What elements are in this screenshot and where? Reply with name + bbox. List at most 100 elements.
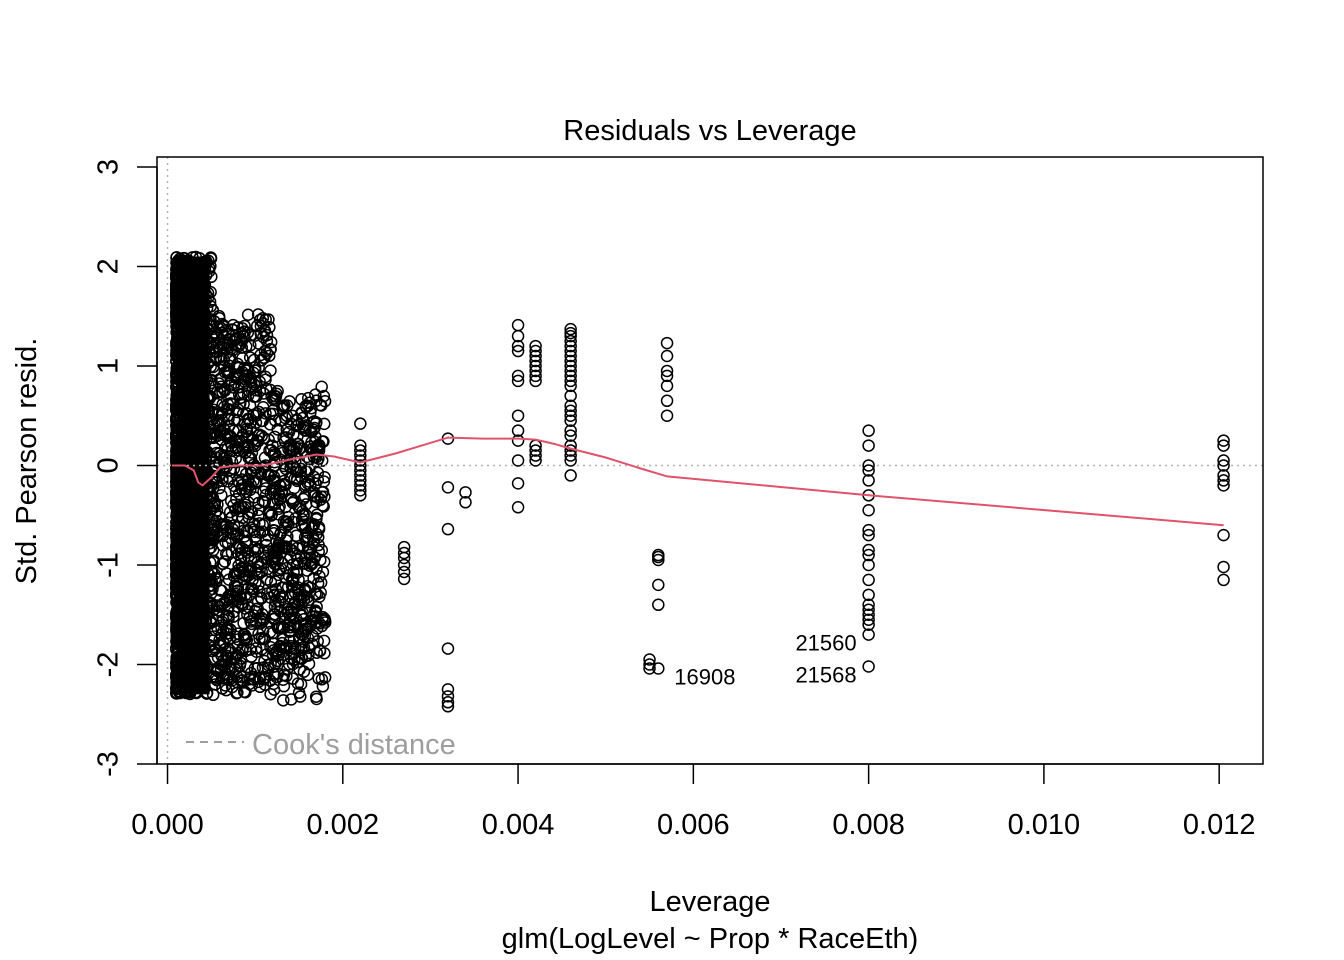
y-tick-label: 3 (93, 159, 125, 175)
residual-point (660, 379, 674, 393)
residual-point (862, 504, 875, 517)
x-tick-label: 0.010 (1008, 809, 1081, 841)
residual-point (652, 550, 665, 564)
dense-point (258, 460, 271, 474)
dense-point (269, 447, 282, 461)
dense-point (295, 643, 308, 657)
dense-point (276, 590, 289, 604)
residual-point (862, 628, 875, 641)
residual-point (529, 349, 542, 363)
residual-point (862, 558, 875, 572)
residual-point (862, 543, 875, 557)
dense-point (308, 489, 321, 503)
residual-point (511, 329, 525, 343)
dense-point (224, 373, 238, 386)
residual-point (354, 449, 367, 462)
residual-point (354, 479, 367, 492)
dense-point (244, 521, 258, 535)
dense-point (228, 663, 242, 676)
y-tick-label: 1 (93, 358, 125, 374)
dense-point (263, 506, 277, 520)
dense-point (240, 633, 254, 647)
residual-point (643, 662, 656, 675)
dense-point (291, 655, 305, 669)
residual-point (862, 474, 875, 487)
dense-point (297, 492, 310, 506)
residual-point (354, 464, 367, 477)
residual-point (529, 354, 542, 368)
dense-point (257, 613, 271, 626)
dense-point (259, 407, 272, 420)
y-axis-title: Std. Pearson resid. (11, 338, 43, 585)
residual-point (397, 558, 411, 572)
dense-point (293, 663, 306, 676)
dense-point (230, 492, 243, 506)
dense-point (216, 658, 230, 671)
dense-point (230, 405, 244, 419)
dense-point (315, 619, 329, 633)
residual-point (564, 454, 577, 467)
dense-point (272, 594, 285, 608)
dense-point (310, 646, 323, 659)
dense-point (293, 631, 306, 644)
dense-point (226, 522, 239, 536)
residual-point (862, 548, 875, 562)
dense-point (254, 591, 268, 604)
dense-point (298, 490, 312, 503)
dense-point (309, 430, 322, 444)
dense-point (277, 694, 290, 707)
dense-point (256, 317, 270, 330)
dense-point (227, 569, 241, 583)
point-label: 21560 (795, 631, 856, 656)
dense-point (311, 439, 324, 452)
residual-point (564, 449, 577, 462)
dense-point (313, 570, 326, 583)
dense-point (239, 340, 253, 353)
dense-point (290, 419, 303, 433)
point-labels: 16908 21560 21568 (674, 631, 856, 690)
residual-point (660, 364, 674, 378)
dense-point (303, 543, 317, 556)
dense-point (268, 608, 282, 621)
residual-point (529, 339, 542, 353)
residual-point (441, 522, 455, 536)
dense-point (215, 448, 229, 462)
dense-point (305, 615, 318, 629)
dense-point (276, 399, 289, 413)
dense-point (301, 391, 315, 405)
dense-point (229, 630, 243, 643)
dense-point (242, 480, 256, 493)
residual-point (441, 481, 455, 494)
dense-point (236, 428, 250, 442)
dense-point (314, 576, 328, 589)
dense-point (241, 660, 254, 674)
residual-point (564, 429, 577, 442)
dense-point (249, 390, 263, 403)
dense-point (212, 407, 225, 421)
residual-point (862, 608, 875, 621)
y-tick-label: 0 (93, 457, 125, 473)
dense-point (268, 668, 281, 681)
x-tick-label: 0.008 (832, 809, 905, 841)
dense-point (223, 419, 236, 432)
residual-point (1217, 454, 1230, 467)
residual-point (511, 454, 525, 467)
x-axis: 0.000 0.002 0.004 0.006 0.008 0.010 0.012 (131, 763, 1255, 841)
dense-point (290, 472, 304, 486)
residual-point (564, 359, 577, 373)
dense-point (223, 631, 237, 645)
dense-point (257, 551, 271, 564)
dense-point (298, 584, 311, 598)
residual-point (564, 469, 577, 482)
dense-point (313, 398, 327, 412)
dense-point (213, 593, 226, 607)
dense-point (290, 557, 304, 571)
x-tick-label: 0.006 (657, 809, 730, 841)
dense-point (310, 692, 323, 706)
dense-point (251, 429, 265, 442)
residual-point (354, 489, 367, 502)
residual-point (1217, 439, 1230, 452)
dense-point (252, 405, 265, 419)
residual-point (564, 349, 577, 363)
residual-point (862, 598, 875, 612)
